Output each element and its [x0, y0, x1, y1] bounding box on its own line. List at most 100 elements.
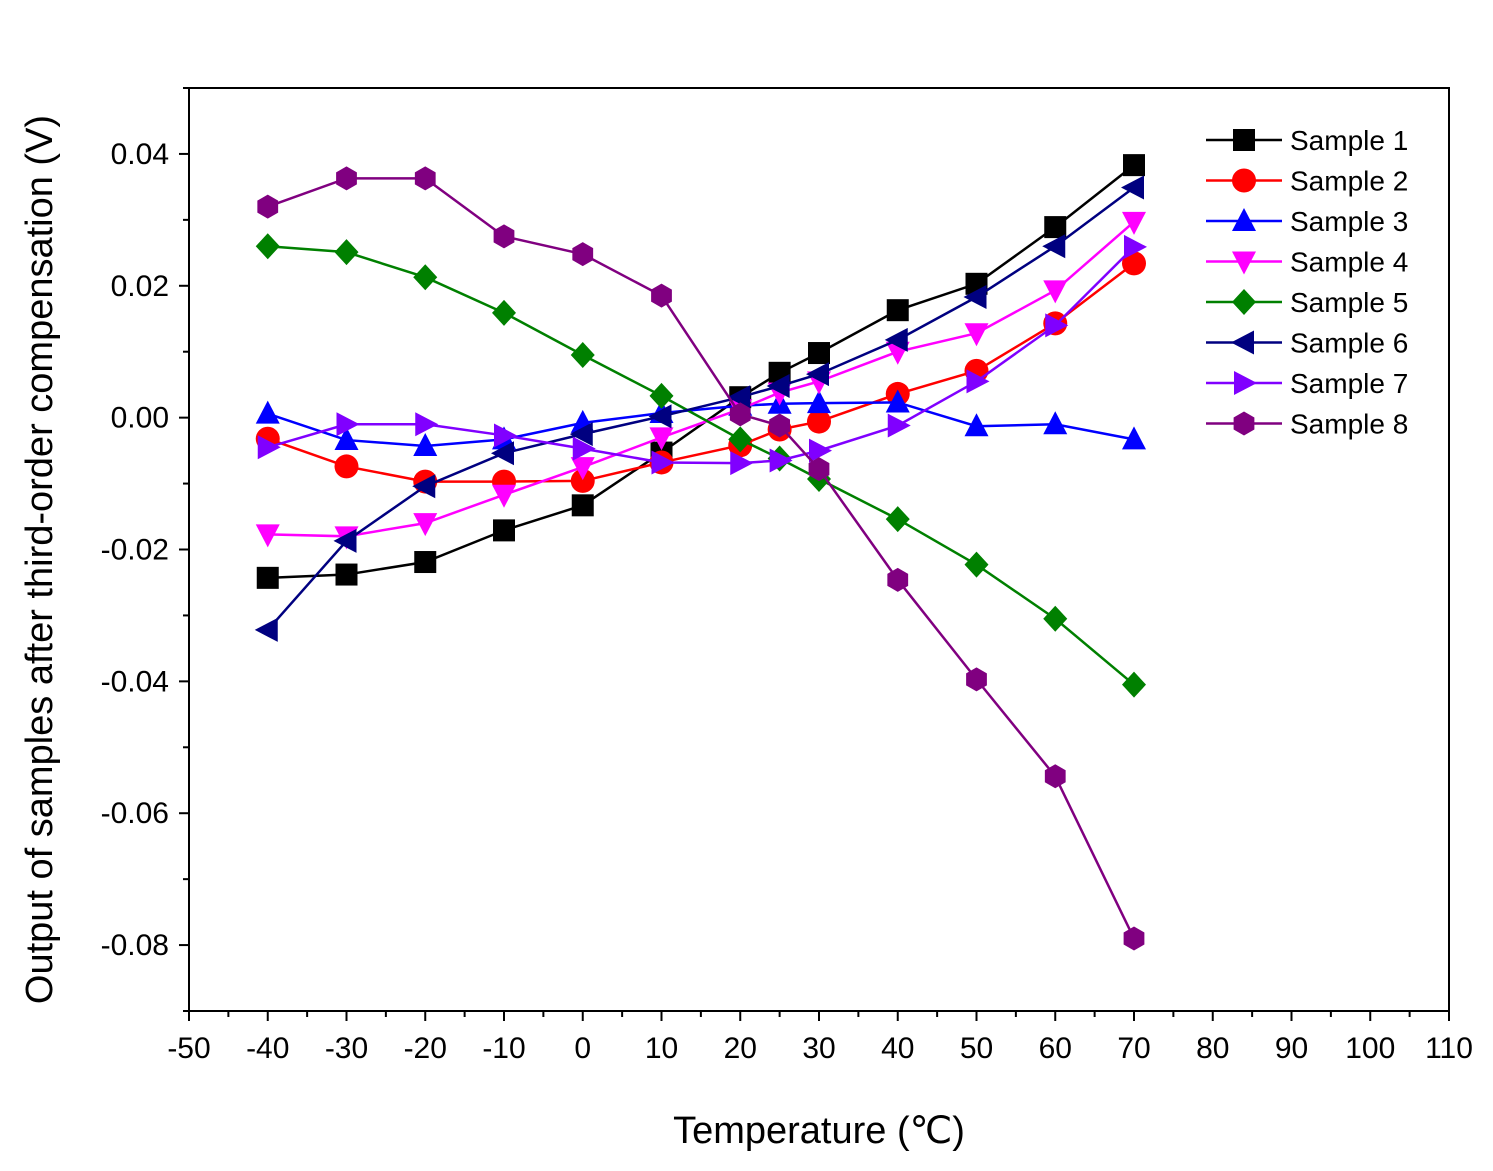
legend-label: Sample 3: [1290, 206, 1408, 237]
data-point: [808, 342, 830, 365]
legend-marker: [1233, 129, 1255, 151]
data-point: [648, 404, 672, 429]
data-point: [769, 448, 793, 473]
data-point: [336, 166, 357, 191]
data-point: [807, 409, 831, 434]
y-tick-label: -0.04: [101, 665, 169, 698]
x-tick-label: 40: [881, 1032, 914, 1065]
data-point: [966, 369, 990, 394]
x-tick-label: -10: [482, 1032, 525, 1065]
data-point: [887, 413, 911, 438]
legend-item: Sample 6: [1206, 328, 1408, 359]
data-point: [335, 563, 358, 586]
data-point: [651, 450, 675, 475]
legend-item: Sample 1: [1206, 125, 1408, 156]
data-point: [649, 382, 674, 409]
data-point: [412, 474, 436, 499]
data-point: [255, 400, 280, 424]
data-point: [336, 412, 360, 437]
y-tick-label: -0.02: [101, 534, 169, 567]
data-point: [885, 506, 910, 533]
legend-item: Sample 3: [1206, 206, 1408, 237]
data-point: [964, 413, 989, 437]
data-point: [413, 264, 438, 291]
data-point: [571, 494, 594, 517]
y-tick-label: 0.04: [111, 138, 169, 171]
y-tick-label: 0.00: [111, 402, 169, 435]
x-tick-label: 80: [1196, 1032, 1229, 1065]
x-tick-label: 20: [724, 1032, 757, 1065]
legend-label: Sample 5: [1290, 287, 1408, 318]
data-point: [570, 342, 595, 369]
data-point: [494, 423, 517, 448]
y-tick-label: -0.06: [101, 797, 169, 830]
legend-marker: [1234, 371, 1257, 395]
data-point: [1045, 313, 1069, 338]
data-point: [730, 451, 754, 476]
data-point: [1043, 280, 1068, 304]
x-tick-label: -50: [167, 1032, 210, 1065]
data-point: [334, 454, 359, 479]
data-point: [887, 567, 909, 592]
data-point: [254, 617, 278, 642]
series-line: [267, 164, 1135, 580]
x-tick-label: 10: [645, 1032, 678, 1065]
data-point: [570, 468, 595, 493]
data-point: [414, 551, 437, 574]
data-point: [492, 299, 516, 326]
legend-label: Sample 8: [1290, 409, 1408, 440]
data-point: [1043, 605, 1068, 632]
x-tick-label: 60: [1039, 1032, 1072, 1065]
data-point: [807, 390, 831, 414]
data-point: [492, 484, 516, 508]
data-point: [255, 524, 280, 548]
x-tick-label: 110: [1425, 1032, 1473, 1065]
data-point: [572, 242, 594, 267]
series-2: [255, 251, 1146, 494]
data-point: [964, 323, 989, 347]
legend-marker: [1233, 411, 1255, 436]
series-line: [267, 244, 1135, 686]
data-point: [769, 413, 791, 438]
data-point: [1121, 175, 1144, 200]
x-tick-label: -40: [246, 1032, 289, 1065]
legend-marker: [1232, 208, 1256, 231]
legend-label: Sample 7: [1290, 368, 1408, 399]
data-point: [493, 224, 515, 249]
data-point: [334, 239, 359, 266]
x-tick-label: -20: [404, 1032, 447, 1065]
legend-label: Sample 1: [1290, 125, 1408, 156]
x-tick-label: 30: [802, 1032, 835, 1065]
data-point: [1123, 154, 1145, 177]
legend-item: Sample 2: [1206, 166, 1408, 197]
legend-label: Sample 6: [1290, 328, 1408, 359]
data-point: [255, 233, 280, 260]
data-point: [257, 194, 279, 219]
data-point: [413, 432, 438, 456]
legend-marker: [1232, 251, 1256, 275]
y-tick-label: 0.02: [111, 270, 169, 303]
x-tick-label: 50: [960, 1032, 993, 1065]
series-8: [257, 166, 1145, 951]
x-tick-label: -30: [325, 1032, 368, 1065]
x-tick-label: 70: [1117, 1032, 1150, 1065]
data-point: [809, 438, 832, 463]
series-layer: [254, 154, 1147, 951]
legend-marker: [1231, 330, 1254, 355]
series-line: [267, 177, 1136, 940]
data-point: [727, 385, 751, 410]
data-point: [966, 667, 987, 692]
data-point: [1044, 216, 1067, 239]
data-point: [884, 327, 908, 352]
data-point: [491, 441, 514, 466]
data-point: [806, 362, 829, 387]
data-point: [729, 402, 751, 427]
series-7: [257, 234, 1147, 476]
data-point: [257, 435, 281, 460]
data-point: [333, 528, 357, 553]
data-point: [1122, 426, 1146, 450]
legend-item: Sample 5: [1206, 287, 1408, 318]
y-tick-label: -0.08: [101, 929, 169, 962]
data-point: [886, 299, 909, 322]
